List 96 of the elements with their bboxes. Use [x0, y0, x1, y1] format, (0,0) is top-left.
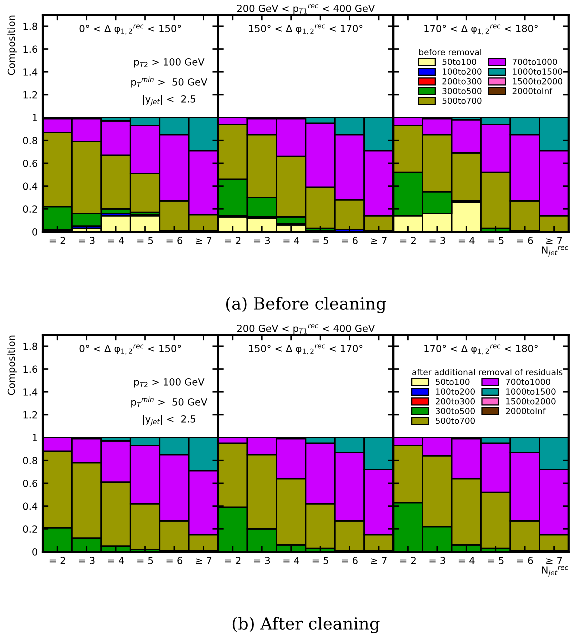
y-tick-label: 1.8 — [24, 342, 38, 350]
x-tick-label: = 5 — [312, 557, 328, 564]
y-tick-label: 0.8 — [23, 137, 38, 144]
y-tick-label: 0.8 — [23, 457, 38, 464]
x-tick-label: = 6 — [166, 557, 183, 564]
legend-label: 100to200 — [436, 388, 476, 395]
legend-label: 700to1000 — [506, 378, 550, 386]
y-tick-label: 0.2 — [23, 526, 38, 533]
legend-label: 500to700 — [442, 98, 482, 104]
x-tick-label: = 5 — [312, 237, 328, 244]
x-tick-label: = 4 — [458, 557, 475, 564]
annotation: 170° < Δ φ$_{1,2}$$^{rec}$ < 180° — [424, 24, 538, 35]
y-tick-label: 0.4 — [23, 502, 38, 510]
x-tick-label: = 5 — [138, 237, 154, 244]
annotation: p$_{T2}$ > 100 GeV — [134, 378, 205, 388]
x-axis-title: N$_{jet}$$^{rec}$ — [542, 566, 568, 577]
x-tick-label: ≥ 7 — [371, 237, 387, 244]
annotation: p$_{T}$$^{min}$ > 50 GeV — [132, 76, 208, 88]
annotation: 150° < Δ φ$_{1,2}$$^{rec}$ < 170° — [249, 344, 363, 355]
x-tick-label: = 6 — [342, 237, 358, 244]
x-tick-label: = 2 — [50, 557, 66, 564]
x-tick-label: = 2 — [225, 237, 241, 244]
legend-label: 200to300 — [436, 398, 476, 405]
y-tick-label: 1.6 — [24, 366, 38, 374]
legend-label: 100to200 — [443, 68, 482, 75]
y-axis-title: Composition — [8, 336, 18, 396]
x-tick-label: = 6 — [166, 237, 183, 244]
y-tick-label: 0 — [32, 548, 38, 556]
x-tick-label: = 4 — [108, 557, 124, 564]
y-tick-label: 1.2 — [24, 411, 38, 419]
annotation: |y$_{jet}$| < 2.5 — [143, 95, 196, 106]
text: (a) Before cleaning — [226, 297, 386, 314]
text: (b) After cleaning — [232, 617, 380, 634]
x-axis-title: N$_{jet}$$^{rec}$ — [542, 246, 568, 257]
x-tick-label: = 4 — [108, 237, 124, 244]
chart-title: 200 GeV < p$_{T1}$$^{rec}$ < 400 GeV — [237, 324, 376, 334]
x-tick-label: = 2 — [400, 237, 416, 244]
annotation: |y$_{jet}$| < 2.5 — [143, 415, 196, 426]
x-tick-label: ≥ 7 — [371, 557, 387, 564]
x-tick-label: = 2 — [400, 557, 416, 564]
legend-label: 700to1000 — [512, 58, 558, 66]
x-tick-label: = 2 — [50, 237, 66, 244]
legend-label: 300to500 — [442, 88, 482, 94]
y-tick-label: 0.6 — [23, 160, 38, 168]
y-tick-label: 1.2 — [24, 91, 38, 99]
legend-label: 50to100 — [436, 378, 470, 386]
legend-title: after additional removal of residuals — [412, 369, 563, 376]
y-tick-label: 1.4 — [24, 388, 38, 396]
y-tick-label: 1.8 — [24, 22, 38, 30]
y-tick-label: 0.2 — [23, 206, 38, 213]
x-tick-label: = 6 — [517, 557, 534, 564]
legend-title: before removal — [420, 49, 482, 56]
annotation: 0° < Δ φ$_{1,2}$$^{rec}$ < 150° — [80, 344, 182, 355]
x-tick-label: = 4 — [284, 237, 300, 244]
chart-title: 200 GeV < p$_{T1}$$^{rec}$ < 400 GeV — [237, 4, 376, 14]
annotation: 170° < Δ φ$_{1,2}$$^{rec}$ < 180° — [424, 344, 538, 355]
x-tick-label: = 6 — [517, 237, 534, 244]
x-tick-label: = 3 — [254, 557, 270, 564]
y-tick-label: 0.4 — [23, 182, 38, 190]
x-tick-label: = 3 — [430, 237, 446, 244]
legend-label: 500to700 — [436, 418, 476, 424]
legend-label: 1500to2000 — [513, 78, 563, 85]
legend-label: 1000to1500 — [506, 388, 556, 395]
annotation: p$_{T2}$ > 100 GeV — [134, 58, 205, 68]
y-axis-title: Composition — [8, 16, 18, 76]
y-tick-label: 0.6 — [23, 480, 38, 488]
x-tick-label: = 3 — [79, 237, 95, 244]
legend-label: 300to500 — [436, 408, 476, 414]
annotation: p$_{T}$$^{min}$ > 50 GeV — [132, 396, 208, 408]
x-tick-label: ≥ 7 — [196, 557, 212, 564]
x-tick-label: = 2 — [225, 557, 241, 564]
annotation: 150° < Δ φ$_{1,2}$$^{rec}$ < 170° — [249, 24, 363, 35]
x-tick-label: = 5 — [488, 557, 504, 564]
x-tick-label: = 4 — [284, 557, 300, 564]
x-tick-label: ≥ 7 — [196, 237, 212, 244]
x-tick-label: = 4 — [458, 237, 475, 244]
x-tick-label: ≥ 7 — [546, 557, 562, 564]
x-tick-label: = 5 — [138, 557, 154, 564]
y-tick-label: 1 — [33, 434, 38, 442]
x-tick-label: = 3 — [79, 557, 95, 564]
x-tick-label: = 6 — [342, 557, 358, 564]
x-tick-label: = 3 — [254, 237, 270, 244]
legend-label: 2000toInf — [512, 88, 553, 94]
y-tick-label: 1 — [33, 114, 38, 122]
annotation: 0° < Δ φ$_{1,2}$$^{rec}$ < 150° — [80, 24, 182, 35]
x-tick-label: ≥ 7 — [546, 237, 562, 244]
y-tick-label: 1.4 — [24, 68, 38, 76]
y-tick-label: 1.6 — [24, 46, 38, 54]
x-tick-label: = 5 — [488, 237, 504, 244]
x-tick-label: = 3 — [430, 557, 446, 564]
legend-label: 200to300 — [442, 78, 482, 85]
legend-label: 2000toInf — [506, 408, 546, 414]
y-tick-label: 0 — [32, 228, 38, 236]
legend-label: 50to100 — [442, 58, 476, 66]
legend-label: 1500to2000 — [506, 398, 556, 405]
legend-label: 1000to1500 — [513, 68, 563, 75]
